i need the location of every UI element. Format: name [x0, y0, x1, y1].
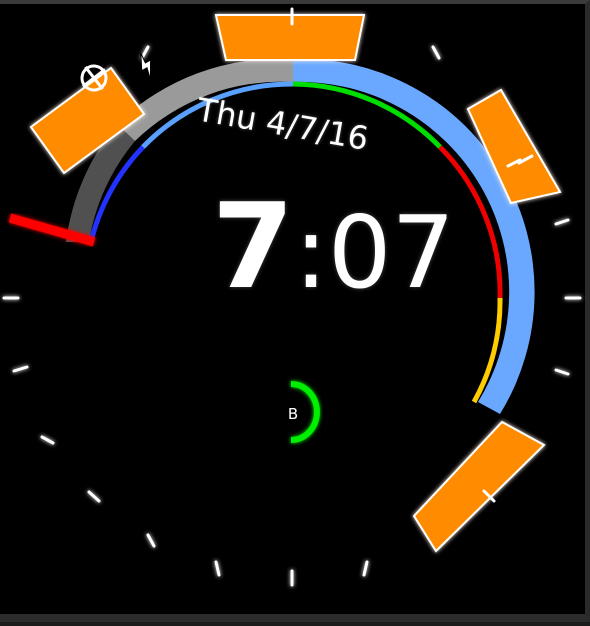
- orange-block-top: [214, 14, 366, 61]
- tick-marks: [2, 45, 582, 587]
- segment-red: [438, 145, 503, 299]
- tick-mark: [554, 218, 570, 226]
- block-mark: [517, 154, 534, 165]
- tick-mark: [40, 435, 55, 445]
- segment-green: [292, 81, 442, 149]
- tick-mark: [431, 45, 441, 60]
- tick-mark: [87, 490, 101, 503]
- inner-segments: [88, 81, 503, 404]
- battery-label: B: [287, 405, 299, 423]
- block-mark: [506, 158, 522, 168]
- block-mark: [482, 489, 496, 503]
- watch-face-graphics: [2, 7, 582, 587]
- time-hour: 7: [212, 177, 295, 315]
- battery-arc: [290, 381, 320, 443]
- segment-light-blue: [141, 81, 294, 149]
- tick-mark: [12, 365, 29, 373]
- orange-block-bottom: [412, 420, 546, 553]
- charging-bolt-icon: [140, 52, 152, 80]
- tick-mark: [554, 368, 570, 376]
- tick-mark: [362, 560, 369, 577]
- time-separator: :: [294, 194, 328, 311]
- time-display: 7:07: [212, 182, 456, 311]
- orange-blocks: [29, 14, 562, 553]
- outer-ring-blue: [293, 58, 535, 415]
- segment-yellow: [471, 297, 503, 404]
- arc-dark-gray-segment: [66, 124, 135, 242]
- orange-block-right: [466, 88, 562, 205]
- airplane-mode-icon: [80, 64, 108, 92]
- segment-blue: [88, 145, 145, 243]
- red-hand: [8, 213, 96, 247]
- block-marks: [290, 7, 534, 503]
- orange-block-left: [29, 66, 146, 175]
- tick-mark: [146, 533, 156, 548]
- tick-mark: [214, 560, 221, 577]
- time-minute: 07: [327, 194, 456, 311]
- arc-gray-segment: [117, 58, 293, 142]
- tick-mark: [140, 45, 150, 60]
